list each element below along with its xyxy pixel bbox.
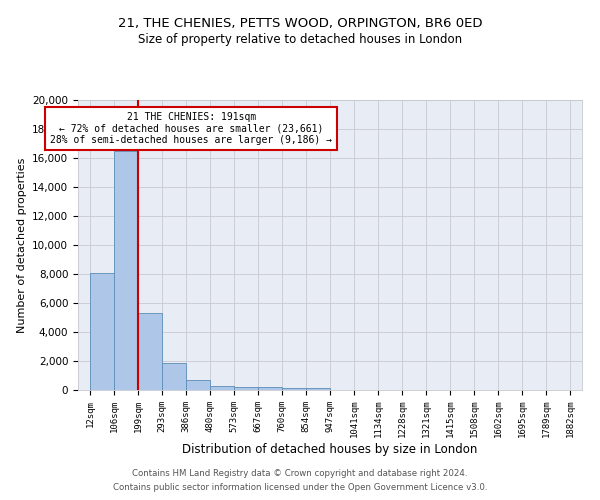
Text: Contains HM Land Registry data © Crown copyright and database right 2024.: Contains HM Land Registry data © Crown c… — [132, 468, 468, 477]
Y-axis label: Number of detached properties: Number of detached properties — [17, 158, 26, 332]
Bar — [186, 380, 210, 390]
Bar — [210, 386, 234, 390]
X-axis label: Distribution of detached houses by size in London: Distribution of detached houses by size … — [182, 443, 478, 456]
Text: 21, THE CHENIES, PETTS WOOD, ORPINGTON, BR6 0ED: 21, THE CHENIES, PETTS WOOD, ORPINGTON, … — [118, 18, 482, 30]
Bar — [162, 363, 186, 390]
Bar — [258, 388, 282, 390]
Bar — [138, 313, 162, 390]
Text: Size of property relative to detached houses in London: Size of property relative to detached ho… — [138, 32, 462, 46]
Bar — [282, 388, 306, 390]
Bar — [90, 272, 114, 390]
Bar — [114, 151, 138, 390]
Bar — [234, 387, 258, 390]
Text: 21 THE CHENIES: 191sqm
← 72% of detached houses are smaller (23,661)
28% of semi: 21 THE CHENIES: 191sqm ← 72% of detached… — [50, 112, 332, 145]
Text: Contains public sector information licensed under the Open Government Licence v3: Contains public sector information licen… — [113, 484, 487, 492]
Bar — [306, 388, 330, 390]
